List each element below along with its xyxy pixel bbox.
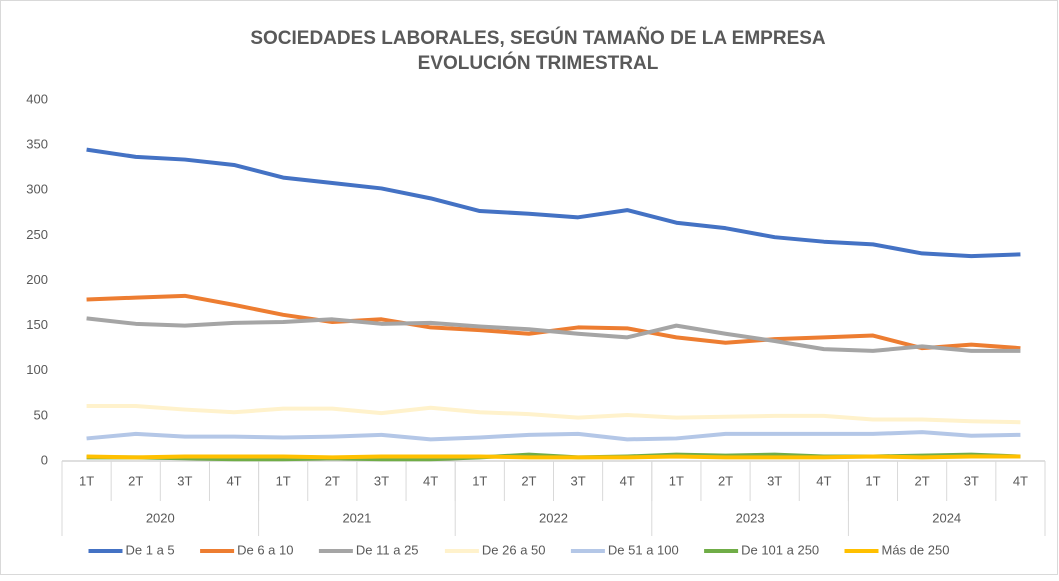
legend-label: De 6 a 10 xyxy=(237,542,293,557)
y-tick-label: 150 xyxy=(26,317,48,332)
chart-title: SOCIEDADES LABORALES, SEGÚN TAMAÑO DE LA… xyxy=(250,27,826,49)
y-tick-label: 200 xyxy=(26,272,48,287)
x-tick-label: 1T xyxy=(79,473,94,488)
legend-label: De 1 a 5 xyxy=(126,542,175,557)
chart-subtitle: EVOLUCIÓN TRIMESTRAL xyxy=(418,52,659,74)
x-tick-label: 3T xyxy=(964,473,979,488)
x-tick-label: 3T xyxy=(570,473,585,488)
series-line xyxy=(86,454,1021,460)
legend-label: De 11 a 25 xyxy=(356,542,419,557)
x-tick-label: 1T xyxy=(865,473,880,488)
x-tick-label: 4T xyxy=(1013,473,1028,488)
y-tick-label: 250 xyxy=(26,227,48,242)
x-tick-label: 1T xyxy=(276,473,291,488)
series-line xyxy=(86,403,1021,425)
x-tick-label: 4T xyxy=(423,473,438,488)
x-tick-label: 4T xyxy=(620,473,635,488)
x-tick-label: 4T xyxy=(816,473,831,488)
series-line xyxy=(86,147,1021,259)
group-label: 2020 xyxy=(146,510,175,525)
legend-label: De 26 a 50 xyxy=(482,542,546,557)
legend-label: De 51 a 100 xyxy=(608,542,679,557)
x-tick-label: 2T xyxy=(325,473,340,488)
x-tick-label: 3T xyxy=(767,473,782,488)
x-tick-label: 2T xyxy=(915,473,930,488)
x-tick-label: 4T xyxy=(226,473,241,488)
group-label: 2021 xyxy=(342,510,371,525)
group-label: 2024 xyxy=(932,510,961,525)
x-tick-label: 2T xyxy=(521,473,536,488)
group-label: 2022 xyxy=(539,510,568,525)
y-tick-label: 300 xyxy=(26,182,48,197)
legend-label: De 101 a 250 xyxy=(741,542,819,557)
series-line xyxy=(86,316,1021,353)
group-label: 2023 xyxy=(736,510,765,525)
x-tick-label: 2T xyxy=(718,473,733,488)
y-tick-label: 50 xyxy=(34,407,48,422)
x-tick-label: 2T xyxy=(128,473,143,488)
y-tick-label: 100 xyxy=(26,362,48,377)
series-line xyxy=(86,430,1021,442)
x-tick-label: 3T xyxy=(177,473,192,488)
x-tick-label: 1T xyxy=(472,473,487,488)
legend-label: Más de 250 xyxy=(882,542,950,557)
y-tick-label: 350 xyxy=(26,137,48,152)
x-tick-label: 1T xyxy=(669,473,684,488)
x-tick-label: 3T xyxy=(374,473,389,488)
y-tick-label: 0 xyxy=(41,452,48,467)
y-tick-label: 400 xyxy=(26,91,48,106)
